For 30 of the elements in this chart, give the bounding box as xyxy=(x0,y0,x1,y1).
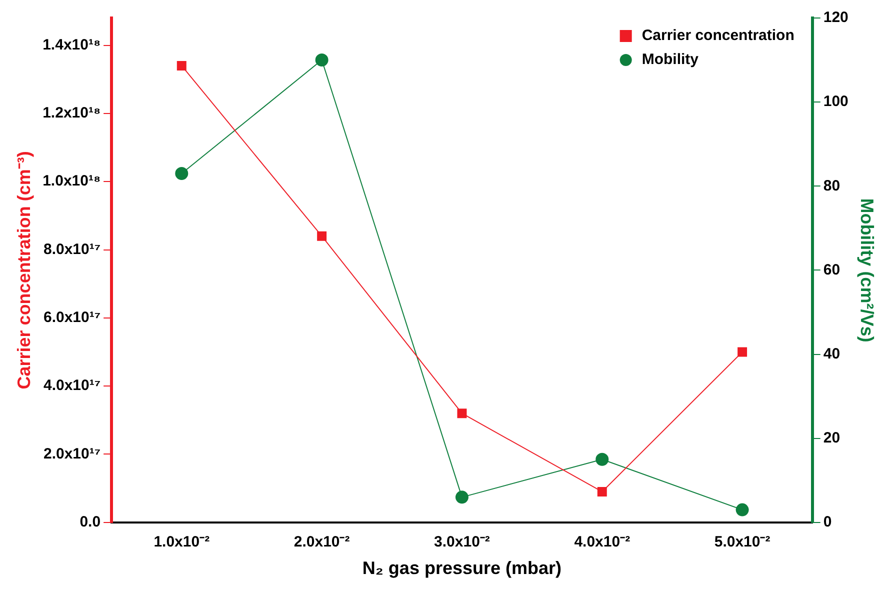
x-tick-label: 2.0x10⁻² xyxy=(294,534,350,551)
point xyxy=(596,452,609,466)
point xyxy=(455,490,468,504)
x-axis-title: N₂ gas pressure (mbar) xyxy=(362,558,562,578)
point xyxy=(736,503,749,516)
y2-tick-label: 40 xyxy=(823,345,840,362)
y-axis-title: Carrier concentration (cm⁻³) xyxy=(14,151,34,390)
y2-tick-label: 20 xyxy=(823,429,840,446)
x-tick-label: 3.0x10⁻² xyxy=(434,534,490,551)
y2-axis-title: Mobility (cm²/Vs) xyxy=(857,198,878,342)
y-tick-label: 0.0 xyxy=(80,514,101,531)
x-tick-label: 5.0x10⁻² xyxy=(714,534,770,551)
y2-tick-label: 100 xyxy=(823,93,848,110)
y-tick-label: 1.2x10¹⁸ xyxy=(42,104,101,122)
x-tick-label: 4.0x10⁻² xyxy=(574,534,630,551)
legend-label: Carrier concentration xyxy=(642,27,794,44)
x-tick-label: 1.0x10⁻² xyxy=(154,534,210,551)
y-tick-label: 1.4x10¹⁸ xyxy=(42,36,101,54)
legend-label: Mobility xyxy=(642,51,700,68)
point xyxy=(315,54,328,67)
point xyxy=(175,167,188,180)
y-tick-label: 8.0x10¹⁷ xyxy=(43,240,101,258)
y-tick-label: 4.0x10¹⁷ xyxy=(43,377,101,394)
y-tick-label: 1.0x10¹⁸ xyxy=(42,172,101,190)
y-tick-label: 6.0x10¹⁷ xyxy=(43,309,101,326)
y2-tick-label: 120 xyxy=(823,9,848,26)
y-tick-label: 2.0x10¹⁷ xyxy=(43,445,101,462)
y2-tick-label: 80 xyxy=(823,177,840,194)
y2-tick-label: 0 xyxy=(823,514,832,531)
y2-tick-label: 60 xyxy=(823,261,840,278)
